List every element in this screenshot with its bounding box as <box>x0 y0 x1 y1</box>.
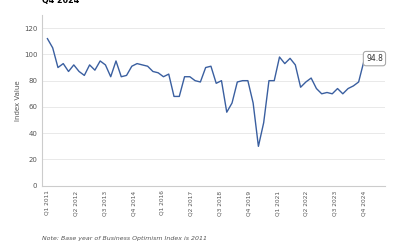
Y-axis label: Index Value: Index Value <box>15 80 21 121</box>
Text: 94.8: 94.8 <box>366 54 383 63</box>
Text: Movement of Dun & Bradstreet's Composite Business Optimism Index (BOI):  Q1 2011: Movement of Dun & Bradstreet's Composite… <box>42 0 400 5</box>
Text: Note: Base year of Business Optimism Index is 2011: Note: Base year of Business Optimism Ind… <box>42 235 207 241</box>
